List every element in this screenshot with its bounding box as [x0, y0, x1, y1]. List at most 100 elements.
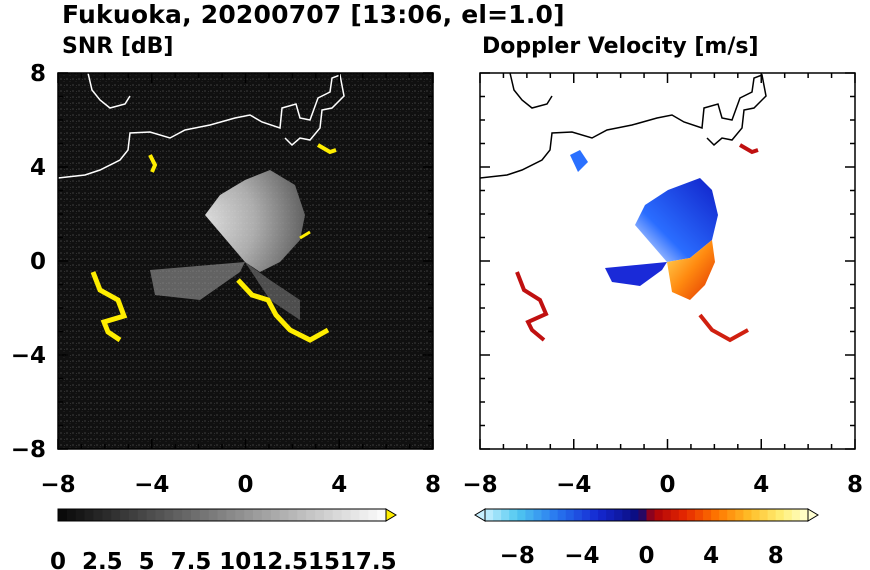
velocity-colorbar-segment: [646, 509, 656, 521]
snr-x-tick-label: 4: [331, 472, 347, 498]
snr-colorbar-tick-label: 7.5: [171, 549, 212, 570]
velocity-colorbar-segment: [751, 509, 761, 521]
snr-echo-south: [245, 262, 300, 320]
snr-colorbar-segment: [111, 509, 121, 521]
snr-colorbar-segment: [84, 509, 94, 521]
velocity-colorbar-segment: [493, 509, 502, 521]
velocity-colorbar-segment: [743, 509, 752, 521]
snr-y-tick-label: −4: [11, 343, 46, 369]
velocity-receding-southeast: [698, 313, 749, 343]
velocity-colorbar-segment: [711, 509, 720, 521]
velocity-receding-region: [667, 240, 715, 300]
snr-colorbar-segment: [323, 509, 334, 521]
snr-y-tick-label: −8: [11, 437, 46, 463]
velocity-colorbar-segment: [791, 509, 801, 521]
snr-colorbar-segment: [75, 509, 86, 521]
snr-strong-echo-north: [148, 154, 158, 173]
velocity-panel-title: Doppler Velocity [m/s]: [482, 34, 759, 59]
snr-colorbar-segment: [102, 509, 112, 521]
snr-x-tick-label: −4: [134, 472, 169, 498]
snr-y-tick-label: 4: [30, 155, 46, 181]
snr-strong-echo-southwest: [90, 271, 128, 343]
velocity-approaching-region: [635, 178, 718, 262]
velocity-colorbar-segment: [694, 509, 704, 521]
snr-colorbar-segment: [279, 509, 289, 521]
velocity-coastline-north: [509, 73, 553, 109]
snr-colorbar-segment: [359, 509, 369, 521]
velocity-x-tick-label: 0: [659, 472, 675, 498]
velocity-colorbar-segment: [589, 509, 599, 521]
velocity-colorbar-extend-max: [807, 508, 819, 522]
snr-y-tick-label: 8: [30, 61, 46, 87]
snr-colorbar-segment: [146, 509, 157, 521]
velocity-colorbar-tick-label: −4: [564, 543, 599, 569]
velocity-colorbar-tick-label: 4: [703, 543, 719, 569]
snr-colorbar-segment: [190, 509, 201, 521]
velocity-colorbar-segment: [703, 509, 712, 521]
snr-colorbar-segment: [368, 509, 378, 521]
snr-colorbar-segment: [93, 509, 103, 521]
velocity-colorbar-segment: [775, 509, 785, 521]
snr-colorbar-segment: [137, 509, 148, 521]
velocity-colorbar-segment: [767, 509, 777, 521]
velocity-receding-northeast: [738, 143, 759, 155]
velocity-colorbar-segment: [525, 509, 534, 521]
snr-colorbar-segment: [297, 509, 307, 521]
snr-colorbar-segment: [58, 509, 68, 521]
velocity-colorbar-frame: [484, 508, 809, 522]
velocity-coastline: [480, 73, 767, 179]
velocity-colorbar-segment: [678, 509, 688, 521]
snr-panel-title: SNR [dB]: [62, 34, 174, 59]
snr-colorbar-segment: [235, 509, 245, 521]
snr-x-tick-label: 8: [425, 472, 441, 498]
velocity-x-tick-label: 4: [753, 472, 769, 498]
snr-x-tick-label: −8: [40, 472, 75, 498]
velocity-approaching-northwest: [570, 150, 588, 172]
snr-colorbar-frame: [57, 508, 387, 522]
velocity-x-tick-label: −4: [556, 472, 591, 498]
velocity-colorbar-segment: [517, 509, 526, 521]
velocity-colorbar: −8 −4 0 4 8: [474, 508, 819, 569]
velocity-receding-south: [515, 271, 549, 342]
snr-colorbar-segment: [120, 509, 130, 521]
velocity-colorbar-segment: [630, 509, 639, 521]
velocity-colorbar-segment: [557, 509, 567, 521]
snr-colorbar-segment: [208, 509, 219, 521]
velocity-colorbar-segment: [485, 509, 494, 521]
velocity-colorbar-extend-min: [474, 508, 486, 522]
velocity-x-tick-label: 8: [847, 472, 863, 498]
velocity-colorbar-segment: [727, 509, 736, 521]
snr-coastline-north: [87, 73, 131, 109]
snr-panel: [57, 72, 434, 450]
snr-colorbar-segment: [288, 509, 298, 521]
velocity-colorbar-segment: [581, 509, 591, 521]
snr-strong-echo-south: [236, 278, 330, 343]
velocity-colorbar-segment: [598, 509, 607, 521]
velocity-colorbar-segment: [783, 509, 793, 521]
snr-echo-fan: [205, 170, 305, 272]
velocity-x-tick-label: −8: [462, 472, 497, 498]
snr-colorbar-tick-label: 17.5: [340, 549, 397, 570]
velocity-colorbar-segment: [670, 509, 680, 521]
snr-colorbar-tick-label: 5: [139, 549, 155, 570]
snr-colorbar-tick-label: 0: [50, 549, 66, 570]
velocity-panel: [479, 72, 856, 450]
velocity-colorbar-segment: [799, 509, 809, 521]
velocity-colorbar-segment: [614, 509, 623, 521]
snr-colorbar-segment: [315, 509, 325, 521]
snr-colorbar-tick-label: 15: [308, 549, 340, 570]
snr-colorbar-tick-label: 2.5: [82, 549, 123, 570]
snr-x-tick-label: 0: [237, 472, 253, 498]
velocity-colorbar-tick-label: 8: [768, 543, 784, 569]
velocity-colorbar-segment: [541, 509, 551, 521]
velocity-colorbar-tick-label: −8: [500, 543, 535, 569]
velocity-colorbar-segment: [509, 509, 518, 521]
snr-strong-echo-center: [299, 230, 311, 240]
velocity-approaching-west: [605, 262, 667, 286]
velocity-colorbar-tick-label: 0: [638, 543, 654, 569]
snr-y-tick-label: 0: [30, 249, 46, 275]
velocity-colorbar-segment: [759, 509, 769, 521]
snr-strong-echo-northeast: [316, 143, 337, 155]
velocity-colorbar-segment: [533, 509, 543, 521]
